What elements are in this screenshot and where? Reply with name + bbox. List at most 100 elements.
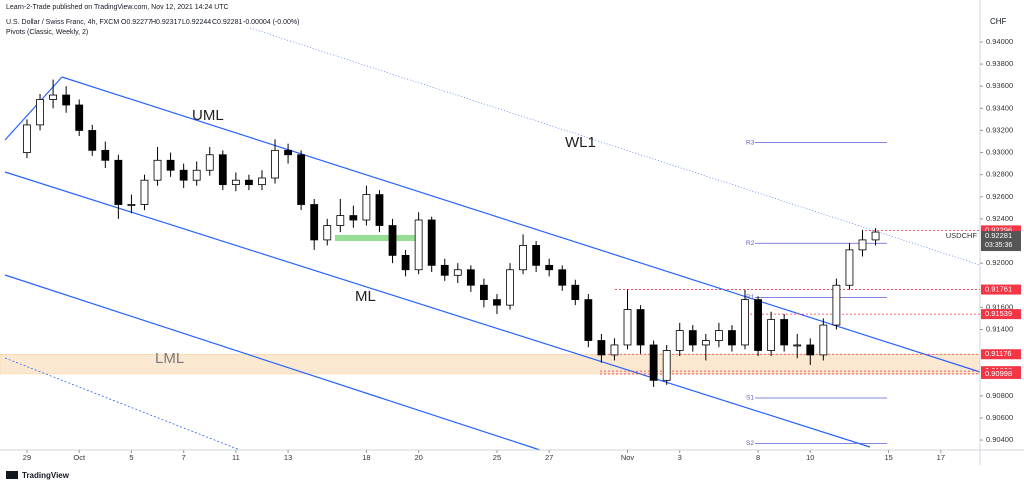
pivot-label: S2 bbox=[746, 440, 754, 447]
x-tick-label: 8 bbox=[756, 453, 760, 462]
candle-body bbox=[205, 154, 214, 171]
annotation: ML bbox=[355, 288, 376, 305]
candle-body bbox=[414, 219, 423, 271]
x-tick-label: 29 bbox=[23, 453, 31, 462]
y-tick-label: 0.92000 bbox=[986, 258, 1013, 267]
candle-body bbox=[362, 194, 371, 221]
y-tick-label: 0.93000 bbox=[986, 148, 1013, 157]
x-tick-label: 27 bbox=[545, 453, 553, 462]
y-tick-label: 0.93800 bbox=[986, 59, 1013, 68]
candle-body bbox=[88, 130, 97, 151]
candle-body bbox=[532, 245, 541, 266]
candle-body bbox=[297, 154, 306, 205]
currency: CHF bbox=[990, 17, 1007, 26]
level-label-box bbox=[981, 309, 1021, 320]
candle-body bbox=[845, 249, 854, 286]
candle-body bbox=[166, 159, 175, 171]
y-tick-label: 0.94000 bbox=[986, 37, 1013, 46]
publish-info: Learn-2-Trade published on TradingView.c… bbox=[6, 4, 229, 11]
candle-body bbox=[231, 179, 240, 186]
level-label: 0.91539 bbox=[985, 309, 1012, 318]
indicator: Pivots (Classic, Weekly, 2) bbox=[6, 29, 88, 36]
x-tick-label: 20 bbox=[414, 453, 422, 462]
y-tick-label: 0.93600 bbox=[986, 81, 1013, 90]
candle-body bbox=[714, 330, 723, 341]
candle-body bbox=[493, 299, 501, 306]
candle-body bbox=[388, 225, 397, 256]
candle-body bbox=[323, 225, 332, 241]
candle-body bbox=[245, 179, 253, 186]
candle-body bbox=[754, 299, 762, 351]
candle-body bbox=[871, 231, 880, 241]
ohlc-close: C0.92281 bbox=[212, 19, 242, 26]
x-tick-label: 11 bbox=[232, 453, 240, 462]
logo: TradingView bbox=[22, 471, 70, 480]
candle-body bbox=[728, 330, 736, 346]
candle-body bbox=[153, 159, 162, 181]
candle-body bbox=[858, 239, 867, 251]
candle-body bbox=[610, 344, 619, 356]
ticker: USDCHF bbox=[946, 231, 978, 240]
x-tick-label: 3 bbox=[678, 453, 682, 462]
candle-body bbox=[571, 284, 580, 301]
y-tick-label: 0.92800 bbox=[986, 170, 1013, 179]
channel-line bbox=[4, 274, 541, 451]
y-tick-label: 0.91400 bbox=[986, 324, 1013, 333]
countdown: 03:35:36 bbox=[985, 242, 1012, 249]
support-marker bbox=[335, 235, 418, 241]
ohlc-open: O0.92277 bbox=[121, 19, 152, 26]
annotation: UML bbox=[192, 107, 224, 124]
pivot-label: R3 bbox=[746, 139, 755, 146]
candle-body bbox=[832, 284, 841, 326]
candle-body bbox=[271, 149, 279, 179]
level-label-box bbox=[981, 368, 1021, 379]
candle-body bbox=[36, 99, 44, 126]
candle-body bbox=[636, 309, 645, 346]
x-tick-label: 10 bbox=[806, 453, 814, 462]
candle-body bbox=[401, 254, 410, 271]
x-tick-label: 15 bbox=[884, 453, 892, 462]
x-tick-label: 17 bbox=[937, 453, 945, 462]
candle-body bbox=[519, 245, 527, 271]
candle-body bbox=[767, 319, 776, 351]
y-tick-label: 0.91600 bbox=[986, 302, 1013, 311]
y-tick-label: 0.93200 bbox=[986, 125, 1013, 134]
x-tick-label: 18 bbox=[362, 453, 370, 462]
pivot-label: S1 bbox=[746, 395, 754, 402]
candle-body bbox=[780, 319, 789, 346]
x-tick-label: Oct bbox=[73, 453, 86, 462]
candle-body bbox=[310, 204, 319, 241]
ohlc-change: -0.00004 (-0.00%) bbox=[243, 19, 299, 26]
candle-body bbox=[349, 215, 358, 221]
candle-body bbox=[336, 215, 345, 226]
channel-line bbox=[4, 171, 871, 448]
y-tick-label: 0.92600 bbox=[986, 192, 1013, 201]
candle-body bbox=[218, 154, 227, 186]
logo-icon bbox=[6, 471, 18, 479]
x-tick-label: 25 bbox=[493, 453, 501, 462]
level-label: 0.91176 bbox=[985, 349, 1012, 358]
y-tick-label: 0.93400 bbox=[986, 103, 1013, 112]
candle-body bbox=[101, 149, 110, 161]
candle-body bbox=[127, 204, 136, 206]
level-label: 0.92296 bbox=[985, 225, 1012, 234]
candle-body bbox=[75, 104, 84, 131]
current-price: 0.92281 bbox=[985, 231, 1012, 240]
candle-body bbox=[49, 94, 57, 100]
pivot-label: R1 bbox=[746, 294, 755, 301]
candle-body bbox=[793, 344, 802, 347]
candle-body bbox=[114, 159, 123, 205]
candle-body bbox=[427, 219, 436, 266]
candle-body bbox=[453, 269, 462, 276]
candle-body bbox=[23, 124, 31, 153]
candle-body bbox=[688, 330, 697, 346]
candle-body bbox=[545, 264, 554, 271]
candle-body bbox=[375, 194, 384, 226]
candle-body bbox=[623, 309, 632, 346]
channel-line bbox=[61, 76, 981, 373]
candle-body bbox=[675, 330, 684, 351]
candle-body bbox=[179, 169, 188, 181]
candle-body bbox=[597, 340, 606, 356]
candle-body bbox=[258, 177, 266, 186]
